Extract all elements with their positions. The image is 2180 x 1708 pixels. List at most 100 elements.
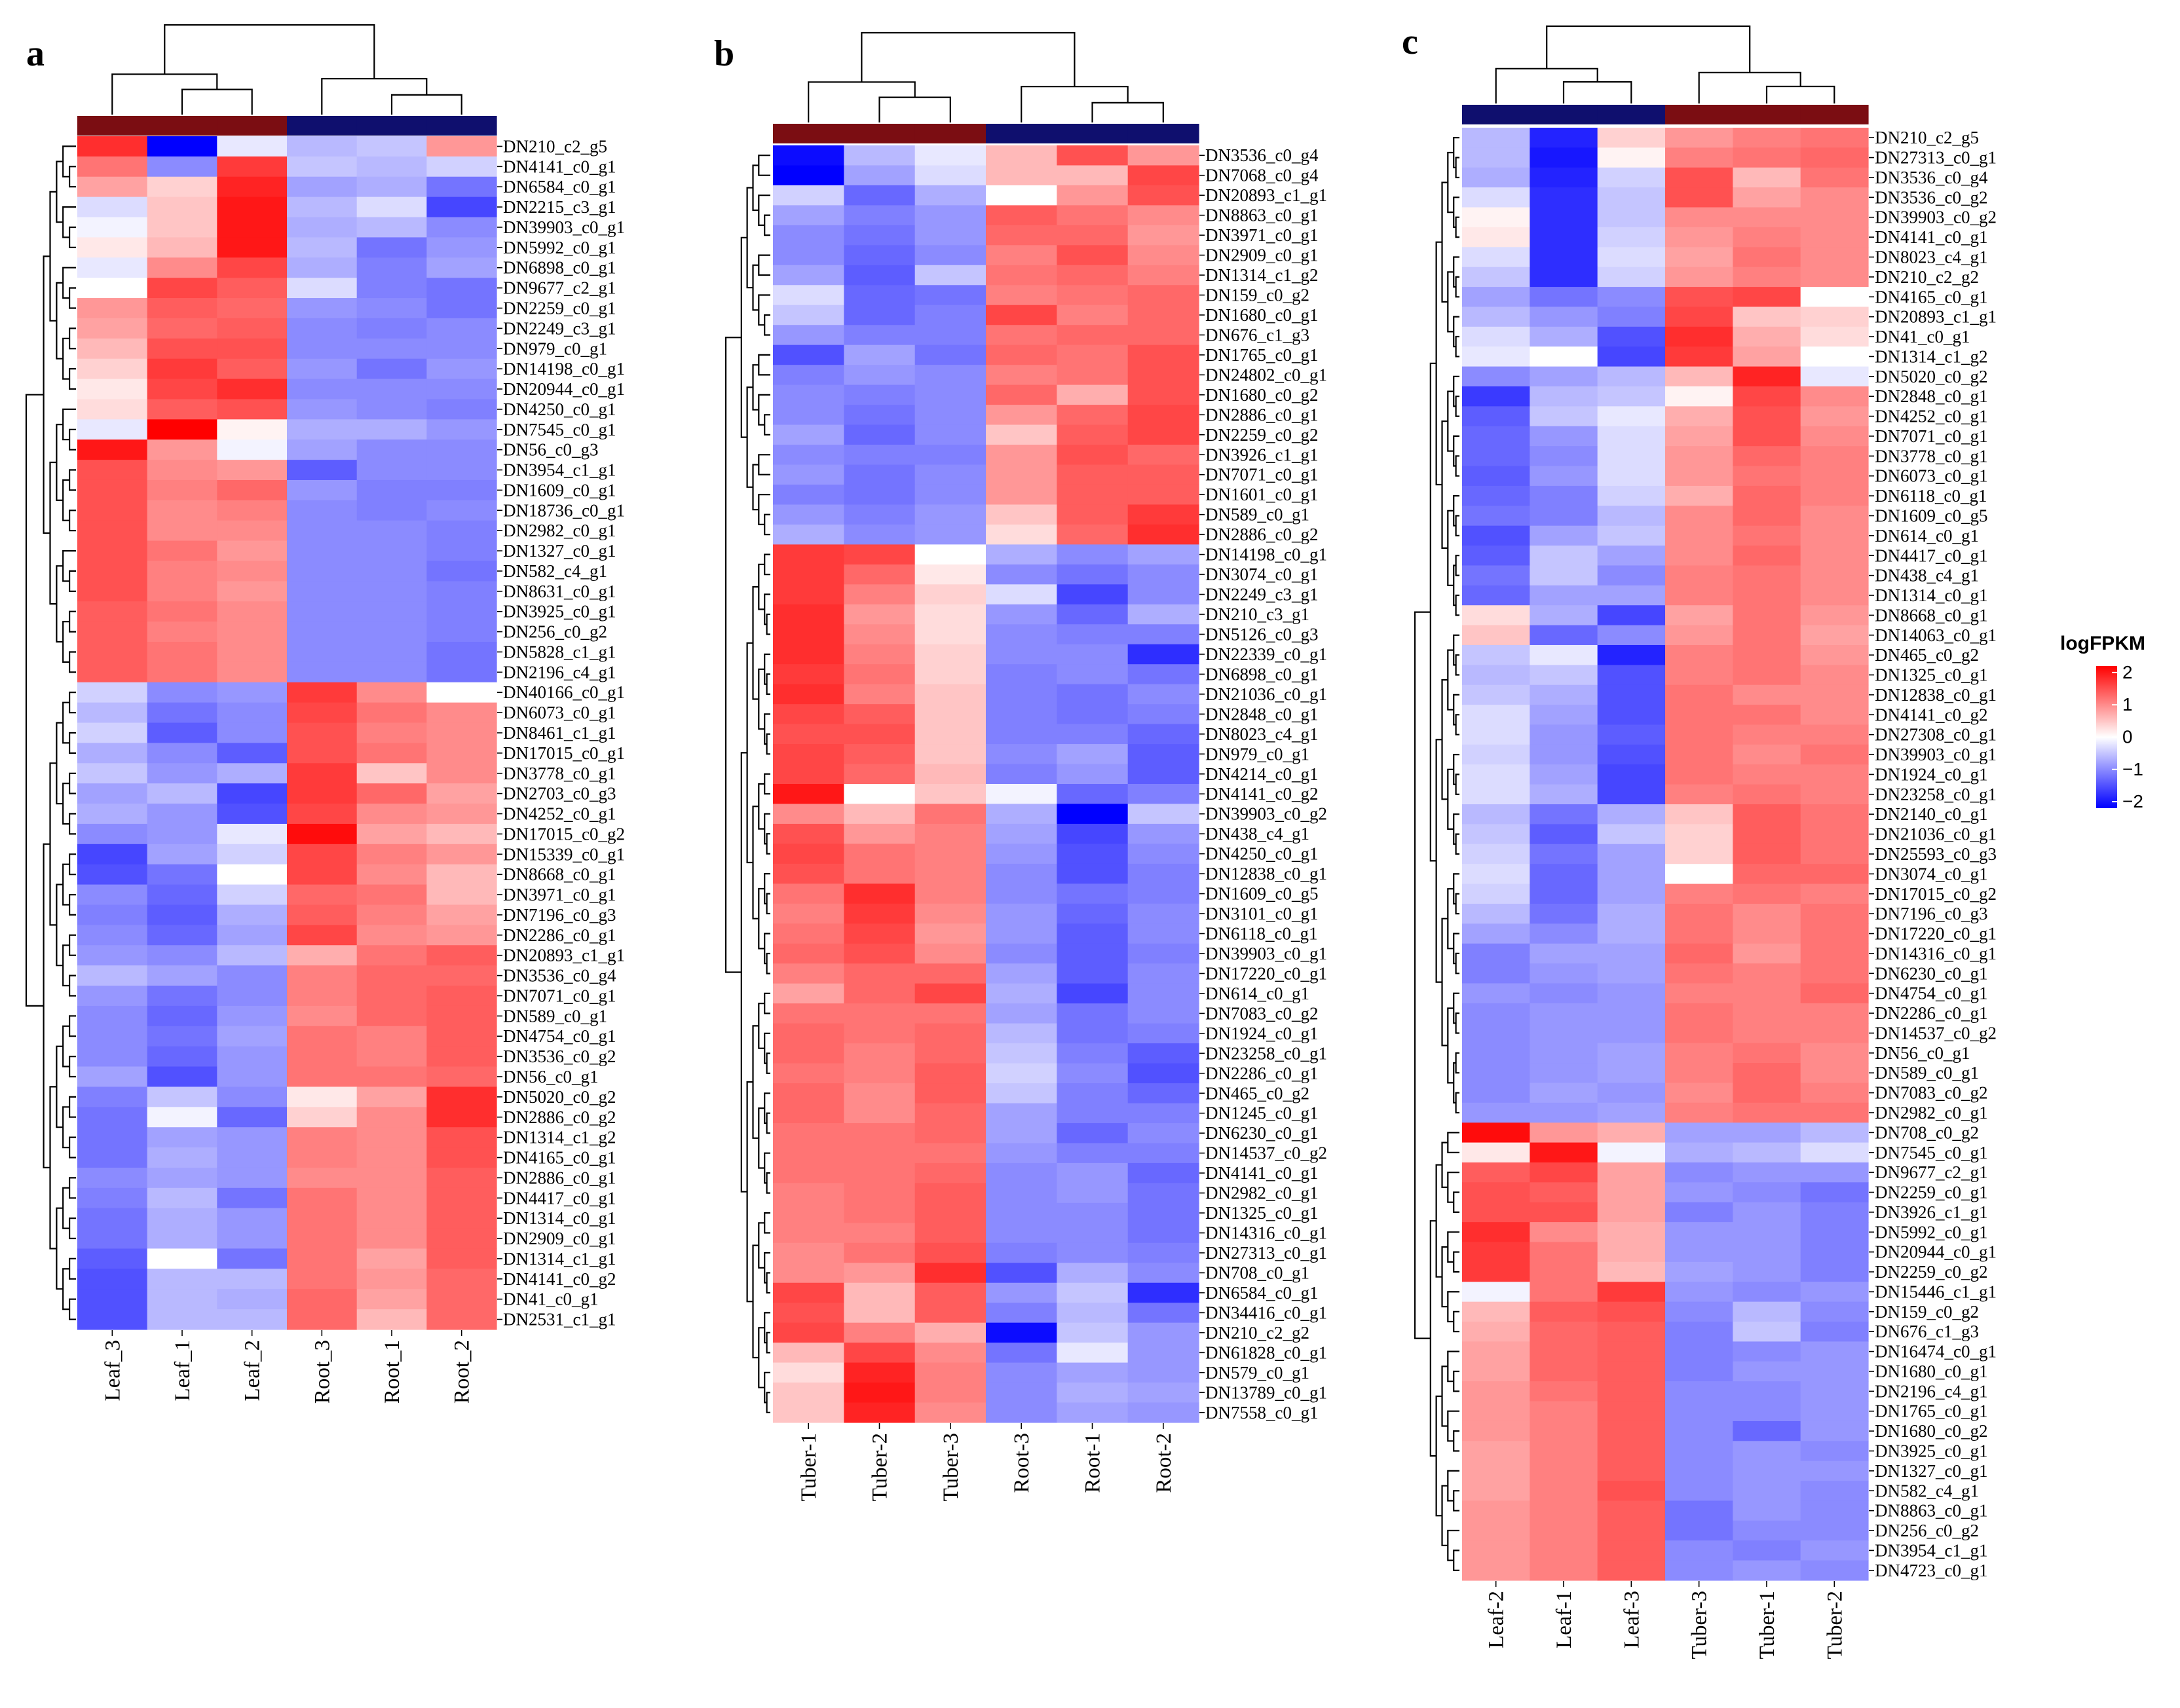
heatmap-cell xyxy=(986,903,1057,924)
heatmap-cell xyxy=(1665,764,1733,785)
heatmap-cell xyxy=(1127,1043,1199,1064)
heatmap-cell xyxy=(147,884,217,906)
heatmap-cell xyxy=(426,217,497,238)
heatmap-cell xyxy=(914,1143,987,1164)
heatmap-cell xyxy=(1733,705,1801,726)
heatmap-cell xyxy=(77,965,148,986)
heatmap-cell xyxy=(914,1183,987,1204)
heatmap-cell xyxy=(1597,1420,1666,1441)
heatmap-cell xyxy=(844,823,916,845)
heatmap-cell xyxy=(147,298,217,319)
heatmap-cell xyxy=(426,642,497,663)
heatmap-cell xyxy=(1127,225,1199,246)
heatmap-cell xyxy=(356,237,427,258)
heatmap-cell xyxy=(1733,525,1801,546)
heatmap-cell xyxy=(147,581,217,602)
row-label: DN7545_c0_g1 xyxy=(503,420,616,439)
heatmap-cell xyxy=(773,1343,844,1364)
heatmap-cell xyxy=(1057,724,1129,745)
heatmap-cell xyxy=(1665,923,1733,944)
row-label: DN1314_c1_g2 xyxy=(503,1128,616,1147)
heatmap-cell xyxy=(1057,704,1129,725)
heatmap-cell xyxy=(1800,1301,1869,1322)
heatmap-cell xyxy=(147,439,217,460)
heatmap-cell xyxy=(1800,943,1869,964)
heatmap-cell xyxy=(844,265,916,286)
heatmap-cell xyxy=(1057,1043,1129,1064)
heatmap-cell xyxy=(217,986,288,1007)
row-label: DN17220_c0_g1 xyxy=(1205,963,1327,983)
heatmap-cell xyxy=(426,1187,497,1209)
heatmap-cell xyxy=(1800,1282,1869,1303)
heatmap-cell xyxy=(914,365,987,386)
heatmap-cell xyxy=(1057,664,1129,685)
heatmap-cell xyxy=(356,1228,427,1250)
heatmap-cell xyxy=(1597,406,1666,427)
heatmap-cell xyxy=(217,1026,288,1047)
heatmap-cell xyxy=(1800,1162,1869,1183)
heatmap-cell xyxy=(1462,625,1530,646)
heatmap-cell xyxy=(1530,724,1598,745)
heatmap-cell xyxy=(147,743,217,764)
heatmap-cell xyxy=(1665,844,1733,864)
heatmap-cell xyxy=(773,844,844,864)
row-label: DN9677_c2_g1 xyxy=(1875,1162,1987,1182)
heatmap-cell xyxy=(1597,1540,1666,1561)
heatmap-cell xyxy=(844,1242,916,1263)
heatmap-cell xyxy=(287,986,358,1007)
heatmap-cell xyxy=(426,1309,497,1330)
heatmap-cell xyxy=(1733,1261,1801,1282)
heatmap-cell xyxy=(986,464,1057,485)
heatmap-cell xyxy=(1057,1202,1129,1223)
heatmap-cell xyxy=(217,1248,288,1269)
heatmap-cell xyxy=(1057,1322,1129,1343)
heatmap-cell xyxy=(1800,1242,1869,1263)
heatmap-cell xyxy=(1530,546,1598,566)
row-label: DN6898_c0_g1 xyxy=(503,258,616,278)
heatmap-cell xyxy=(217,823,288,845)
row-label: DN39903_c0_g2 xyxy=(1205,804,1327,824)
heatmap-cell xyxy=(1057,863,1129,884)
heatmap-cell xyxy=(986,883,1057,904)
heatmap-cell xyxy=(1127,1282,1199,1303)
heatmap-cell xyxy=(914,305,987,325)
row-label: DN210_c3_g1 xyxy=(1205,604,1309,624)
heatmap-cell xyxy=(1462,386,1530,407)
heatmap-cell xyxy=(914,1322,987,1343)
heatmap-cell xyxy=(1800,466,1869,487)
heatmap-cell xyxy=(1733,744,1801,765)
row-label: DN159_c0_g2 xyxy=(1205,286,1309,305)
heatmap-cell xyxy=(287,642,358,663)
heatmap-cell xyxy=(1057,305,1129,325)
row-label: DN25593_c0_g3 xyxy=(1875,844,1997,864)
heatmap-cell xyxy=(1597,1242,1666,1263)
heatmap-cell xyxy=(1800,1222,1869,1243)
heatmap-cell xyxy=(1800,546,1869,566)
heatmap-cell xyxy=(147,561,217,582)
heatmap-cell xyxy=(1057,504,1129,525)
heatmap-cell xyxy=(1733,366,1801,387)
row-label: DN4165_c0_g1 xyxy=(503,1148,616,1168)
heatmap-cell xyxy=(1057,1263,1129,1284)
legend-tick-label: 1 xyxy=(2122,694,2133,715)
heatmap-cell xyxy=(217,196,288,218)
heatmap-cell xyxy=(1800,644,1869,665)
heatmap-cell xyxy=(77,1208,148,1229)
heatmap-cell xyxy=(287,581,358,602)
heatmap-cell xyxy=(1800,247,1869,268)
heatmap-cell xyxy=(1462,744,1530,765)
row-label: DN2140_c0_g1 xyxy=(1875,804,1987,824)
heatmap-cell xyxy=(1597,983,1666,1004)
heatmap-cell xyxy=(986,983,1057,1004)
heatmap-cell xyxy=(1530,1420,1598,1441)
heatmap-cell xyxy=(356,661,427,683)
heatmap-cell xyxy=(1462,1520,1530,1541)
heatmap-cell xyxy=(1530,147,1598,168)
heatmap-cell xyxy=(356,804,427,825)
heatmap-cell xyxy=(1530,1043,1598,1064)
heatmap-cell xyxy=(1127,464,1199,485)
heatmap-cell xyxy=(426,763,497,784)
heatmap-cell xyxy=(426,986,497,1007)
heatmap-cell xyxy=(986,823,1057,845)
heatmap-cell xyxy=(1733,1182,1801,1203)
